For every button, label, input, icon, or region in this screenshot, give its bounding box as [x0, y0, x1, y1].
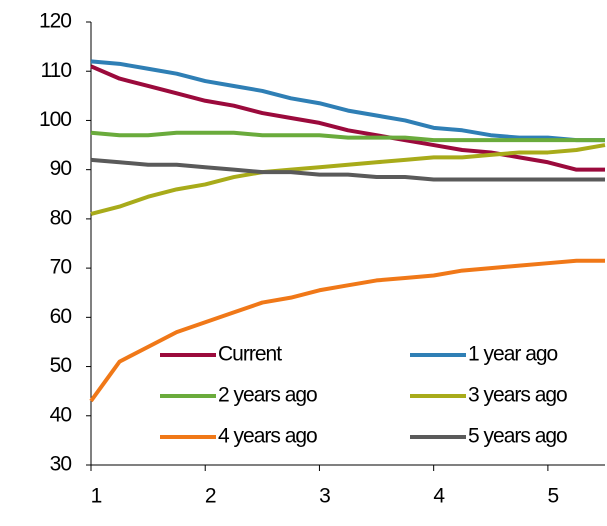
y-tick-label: 80: [50, 206, 72, 229]
legend-label: 3 years ago: [468, 384, 567, 407]
y-tick-label: 30: [50, 453, 72, 476]
x-tick-label: 3: [319, 485, 330, 508]
series-line: [90, 157, 605, 182]
legend-label: Current: [218, 343, 282, 366]
y-tick-label: 110: [41, 59, 72, 82]
y-tick-label: 90: [50, 157, 72, 180]
x-tick-label: 1: [91, 485, 102, 508]
y-tick-label: 60: [50, 305, 72, 328]
x-tick-label: 5: [548, 485, 559, 508]
legend-label: 1 year ago: [468, 343, 558, 366]
y-tick-label: 40: [50, 403, 72, 426]
legend-label: 5 years ago: [468, 425, 567, 448]
series-line: [90, 130, 605, 143]
series-line: [90, 59, 605, 143]
series-line: [90, 64, 605, 172]
series-line: [89, 258, 605, 403]
series-line: [90, 143, 606, 216]
y-tick-label: 120: [39, 10, 71, 33]
y-tick-label: 50: [50, 354, 72, 377]
legend-label: 2 years ago: [218, 384, 317, 407]
y-tick-label: 100: [39, 108, 71, 131]
x-tick-label: 2: [205, 485, 216, 508]
legend-label: 4 years ago: [218, 425, 317, 448]
x-tick-label: 4: [433, 485, 445, 508]
y-tick-label: 70: [50, 256, 72, 279]
